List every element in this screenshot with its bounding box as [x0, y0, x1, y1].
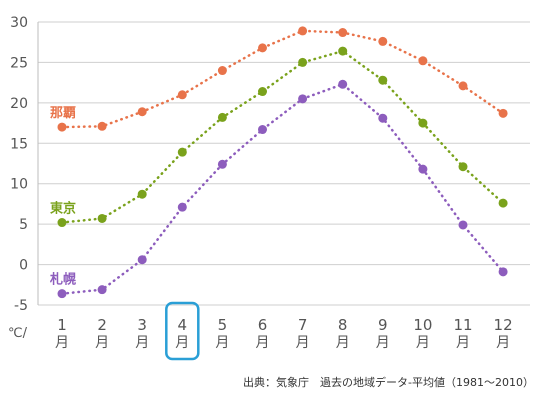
data-point — [137, 255, 147, 265]
data-point — [177, 202, 187, 212]
chart-grid — [37, 21, 530, 306]
data-point — [338, 79, 348, 89]
data-point — [217, 112, 227, 122]
highlighted-month-box — [165, 301, 200, 361]
x-tick-unit: 月 — [376, 335, 390, 351]
x-tick-label: 5 — [218, 316, 228, 334]
data-point — [458, 220, 468, 230]
x-tick-unit: 月 — [135, 335, 149, 351]
data-point — [57, 122, 67, 132]
x-tick-unit: 月 — [55, 335, 69, 351]
data-point — [458, 81, 468, 91]
series-lines — [60, 29, 505, 295]
series-line — [60, 29, 505, 129]
series-label: 札幌 — [49, 272, 76, 288]
y-axis-unit-label: ℃/ — [8, 326, 28, 341]
data-point — [338, 28, 348, 38]
series-points — [57, 26, 508, 299]
data-point — [498, 198, 508, 208]
series-label: 東京 — [50, 201, 76, 217]
y-axis-ticks: 30 25 20 15 10 5 0 -5 — [10, 15, 28, 314]
y-tick-label: 30 — [10, 15, 28, 31]
data-point — [378, 36, 388, 46]
data-point — [137, 107, 147, 117]
x-tick-label: 4 — [178, 316, 188, 334]
y-tick-label: 0 — [19, 258, 28, 274]
x-tick-label: 6 — [258, 316, 268, 334]
x-tick-label: 11 — [453, 316, 472, 334]
data-point — [258, 87, 267, 97]
y-tick-label: 10 — [10, 177, 28, 193]
data-point — [378, 75, 388, 85]
x-tick-label: 8 — [338, 316, 348, 334]
data-point — [498, 267, 508, 277]
x-tick-unit: 月 — [215, 335, 229, 351]
x-tick-label: 12 — [494, 316, 513, 334]
x-tick-unit: 月 — [416, 335, 430, 351]
data-point — [258, 125, 267, 135]
data-point — [97, 121, 107, 131]
x-tick-unit: 月 — [296, 335, 310, 351]
x-tick-unit: 月 — [256, 335, 270, 351]
y-tick-label: 5 — [19, 217, 28, 233]
data-point — [57, 289, 67, 299]
series-label: 那覇 — [50, 106, 76, 121]
data-point — [177, 147, 187, 157]
y-tick-label: 25 — [10, 55, 28, 71]
data-point — [177, 90, 187, 100]
x-tick-label: 10 — [413, 316, 432, 334]
x-tick-unit: 月 — [496, 335, 510, 351]
data-point — [217, 159, 227, 169]
series-line — [60, 49, 505, 224]
y-tick-label: 15 — [10, 136, 28, 152]
data-point — [338, 46, 348, 56]
data-point — [217, 66, 227, 76]
data-point — [458, 162, 468, 172]
data-point — [57, 218, 67, 228]
x-tick-label: 3 — [137, 316, 147, 334]
x-tick-unit: 月 — [456, 335, 470, 351]
x-tick-unit: 月 — [175, 335, 189, 351]
data-point — [498, 108, 508, 118]
x-tick-label: 2 — [97, 316, 107, 334]
y-tick-label: -5 — [14, 298, 28, 314]
x-tick-label: 9 — [378, 316, 388, 334]
series-line — [60, 82, 505, 295]
y-tick-label: 20 — [10, 96, 28, 112]
data-point — [97, 213, 107, 223]
data-point — [418, 164, 428, 174]
data-point — [258, 43, 267, 53]
data-point — [97, 285, 107, 295]
data-point — [137, 189, 147, 199]
data-point — [298, 26, 308, 36]
data-point — [298, 94, 308, 104]
source-note: 出典：気象庁 過去の地域データ-平均値（1981〜2010） — [243, 376, 534, 389]
x-tick-unit: 月 — [336, 335, 350, 351]
data-point — [418, 118, 428, 128]
x-tick-label: 1 — [57, 316, 67, 334]
data-point — [378, 113, 388, 123]
x-tick-label: 7 — [298, 316, 308, 334]
data-point — [418, 56, 428, 66]
x-tick-unit: 月 — [95, 335, 109, 351]
data-point — [298, 57, 308, 67]
